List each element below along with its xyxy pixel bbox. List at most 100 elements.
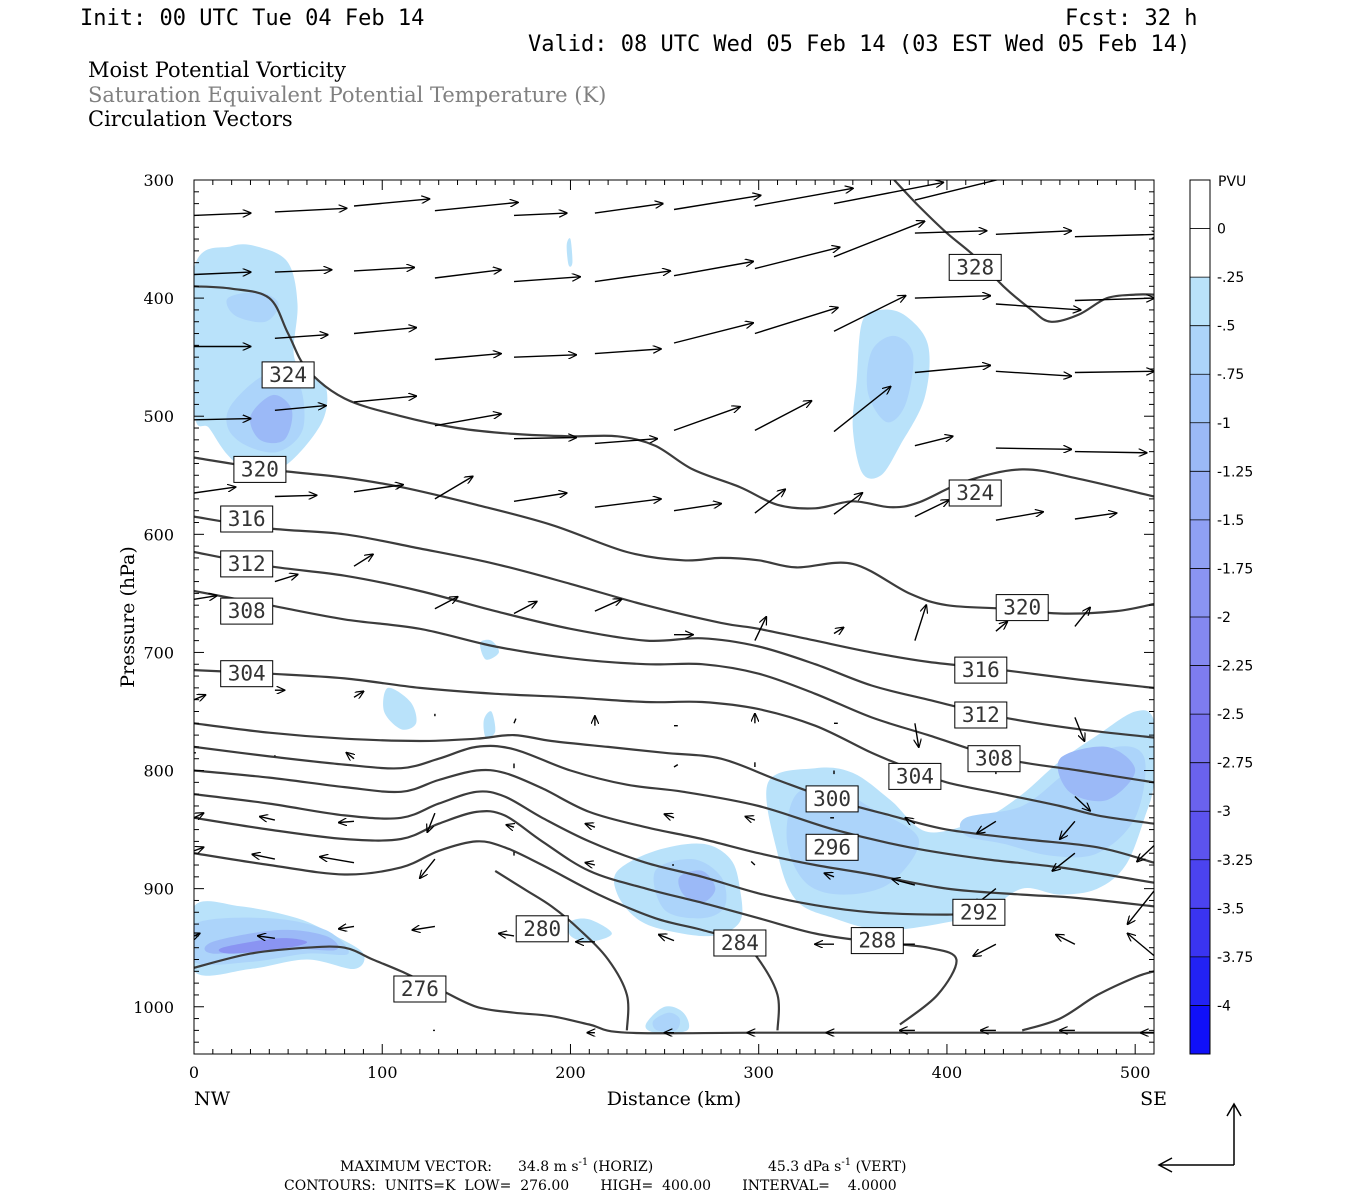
colorbar-swatch xyxy=(1190,714,1210,764)
contour-line xyxy=(194,285,1154,510)
circulation-vector xyxy=(194,272,251,274)
circulation-vector xyxy=(594,439,657,445)
circulation-vector xyxy=(1074,717,1085,741)
contour-label: 304 xyxy=(228,662,266,686)
circulation-vector xyxy=(665,814,675,818)
circulation-vector xyxy=(973,943,997,956)
contour-label: 292 xyxy=(960,900,998,924)
circulation-vector xyxy=(750,860,756,866)
circulation-vector xyxy=(252,854,276,859)
contour-line xyxy=(194,768,1154,908)
circulation-vectors xyxy=(194,180,1154,1033)
contour-label: 276 xyxy=(401,977,439,1001)
pv-shade-region xyxy=(866,335,914,423)
circulation-vector xyxy=(1074,298,1154,300)
contour-label: 308 xyxy=(975,747,1013,771)
circulation-vector xyxy=(513,213,567,215)
pv-shade-region xyxy=(383,687,417,730)
circulation-vector xyxy=(833,387,891,433)
circulation-vector xyxy=(260,817,276,821)
circulation-vector xyxy=(914,436,953,447)
contour-label-box xyxy=(713,929,767,957)
colorbar-swatch xyxy=(1190,519,1210,569)
contour-label-box xyxy=(948,479,1002,507)
circulation-vector xyxy=(914,500,949,518)
colorbar-swatch xyxy=(1190,228,1210,278)
colorbar-swatch xyxy=(1190,471,1210,521)
circulation-vector xyxy=(995,512,1043,521)
circulation-vector xyxy=(833,221,924,258)
contour-label-box xyxy=(805,785,859,813)
colorbar-label: -2.75 xyxy=(1217,756,1253,772)
contour-label-box xyxy=(233,455,287,483)
circulation-vector xyxy=(1128,889,1154,925)
circulation-vector xyxy=(434,477,473,500)
circulation-vector xyxy=(499,934,515,936)
circulation-vector xyxy=(1074,795,1090,811)
circulation-vector xyxy=(274,270,332,272)
circulation-vector xyxy=(353,199,429,207)
max-horiz-value: 34.8 m s-1 (HORIZ) xyxy=(518,1157,653,1175)
circulation-vector xyxy=(754,188,853,207)
x-tick-label: 100 xyxy=(367,1063,398,1082)
circulation-vector xyxy=(586,863,596,865)
circulation-vector xyxy=(320,857,355,864)
colorbar-swatch xyxy=(1190,859,1210,909)
contour-label: 284 xyxy=(721,931,759,955)
pv-shade-region xyxy=(250,394,293,444)
contour-line xyxy=(194,669,1154,825)
x-end-label-nw: NW xyxy=(194,1088,231,1110)
colorbar-swatch xyxy=(1190,665,1210,715)
colorbar-label: -4 xyxy=(1217,998,1231,1014)
circulation-vector xyxy=(194,213,251,215)
y-tick-label: 500 xyxy=(143,407,174,426)
contour-label: 328 xyxy=(956,255,994,279)
contour-line xyxy=(194,790,1004,916)
circulation-vector xyxy=(194,695,205,700)
circulation-vector xyxy=(1137,844,1154,862)
colorbar-swatch xyxy=(1190,762,1210,812)
colorbar-label: 0 xyxy=(1217,222,1226,238)
colorbar-label: -2 xyxy=(1217,610,1231,626)
init-time: Init: 00 UTC Tue 04 Feb 14 xyxy=(80,6,424,31)
y-tick-label: 800 xyxy=(143,762,174,781)
circulation-vector xyxy=(833,628,843,634)
circulation-vector xyxy=(1060,820,1076,839)
circulation-vector xyxy=(1074,608,1090,627)
circulation-vector xyxy=(754,308,838,335)
contour-label: 300 xyxy=(813,787,851,811)
contour-line xyxy=(194,456,1154,615)
colorbar-swatch xyxy=(1190,956,1210,1006)
circulation-vector xyxy=(754,617,766,641)
colorbar: PVU 0 -.25 -.5 -.75 -1 -1.25 -1.5 -1.75 -2 -2.25 -… xyxy=(1189,174,1253,1055)
circulation-vector xyxy=(825,873,835,877)
cross-section-plot: 324 328 320 324 316 312 308 320 304 316 312 308 304 3… xyxy=(117,171,1167,1110)
circulation-vector xyxy=(914,180,1000,201)
y-axis-label: Pressure (hPa) xyxy=(117,546,139,688)
circulation-vector xyxy=(673,407,740,432)
contour-label-box xyxy=(220,505,274,533)
circulation-vector xyxy=(513,355,576,357)
circulation-vector xyxy=(906,818,916,824)
circulation-vector xyxy=(274,208,347,212)
circulation-vector xyxy=(892,879,916,886)
y-tick-label: 600 xyxy=(143,525,174,544)
field-title-theta-es: Saturation Equivalent Potential Temperat… xyxy=(88,83,606,107)
colorbar-label: -3.25 xyxy=(1217,853,1253,869)
contour-label: 304 xyxy=(896,764,934,788)
pv-shade-region xyxy=(218,938,308,954)
y-tick-label: 700 xyxy=(143,643,174,662)
colorbar-swatch xyxy=(1190,180,1210,230)
contour-label-box xyxy=(850,927,904,955)
circulation-vector xyxy=(995,448,1071,449)
pv-shade-region xyxy=(568,918,612,942)
contour-line xyxy=(194,722,1154,864)
circulation-vector xyxy=(594,499,661,508)
circulation-vector xyxy=(833,296,906,332)
circulation-vector xyxy=(594,204,663,214)
colorbar-label: -3.5 xyxy=(1217,901,1244,917)
contour-label-box xyxy=(952,898,1006,926)
circulation-vector xyxy=(412,926,436,930)
circulation-vector xyxy=(594,599,621,612)
contour-label-box xyxy=(948,253,1002,281)
